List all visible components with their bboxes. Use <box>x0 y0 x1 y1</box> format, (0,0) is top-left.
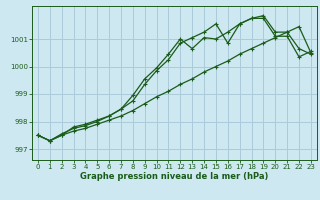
X-axis label: Graphe pression niveau de la mer (hPa): Graphe pression niveau de la mer (hPa) <box>80 172 268 181</box>
